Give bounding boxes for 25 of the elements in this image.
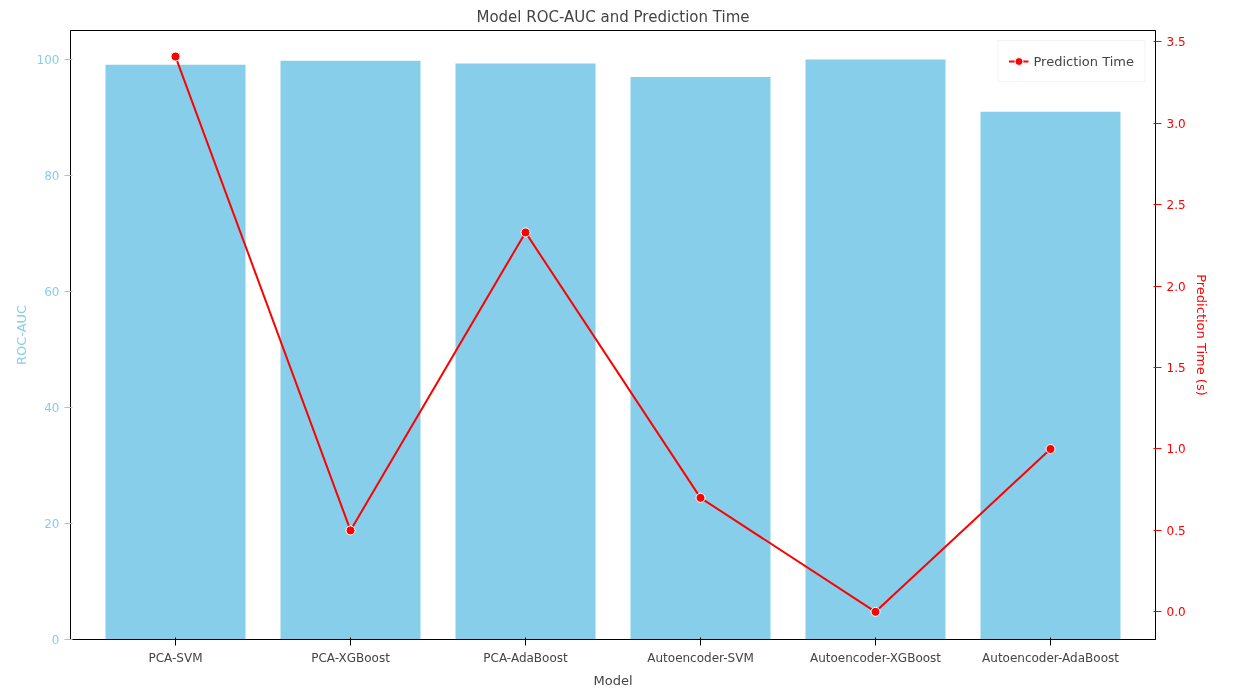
- y2-tick-label: 2.0: [1166, 279, 1186, 294]
- y2-tick-label: 3.0: [1166, 116, 1186, 131]
- y-tick-label: 60: [44, 285, 60, 299]
- y-axis-title: ROC-AUC: [13, 304, 29, 366]
- y2-tick-label: 1.5: [1166, 361, 1186, 376]
- x-tick-label: PCA-SVM: [148, 650, 203, 665]
- y-tick-label: 40: [44, 401, 60, 415]
- y2-tick-label: 1.0: [1166, 442, 1186, 457]
- y-tick-label: 0: [51, 633, 60, 647]
- y2-tick-label: 3.5: [1166, 35, 1186, 50]
- legend-label: Prediction Time: [1033, 53, 1134, 69]
- y2-tick-label: 2.5: [1166, 198, 1186, 213]
- chart-title: Model ROC-AUC and Prediction Time: [476, 7, 750, 26]
- y-tick-label: 100: [36, 53, 60, 67]
- x-axis-title: Model: [593, 672, 633, 688]
- x-tick-label: PCA-AdaBoost: [483, 650, 569, 665]
- y-tick-label: 80: [44, 169, 60, 183]
- x-tick-label: Autoencoder-AdaBoost: [982, 650, 1120, 665]
- y2-tick-label: 0.0: [1166, 605, 1186, 620]
- x-tick-label: PCA-XGBoost: [311, 650, 391, 665]
- y2-axis-title: Prediction Time (s): [1193, 274, 1209, 396]
- y2-tick-label: 0.5: [1166, 523, 1186, 538]
- x-tick-label: Autoencoder-SVM: [647, 650, 754, 665]
- y-tick-label: 20: [44, 517, 60, 531]
- x-tick-label: Autoencoder-XGBoost: [809, 650, 942, 665]
